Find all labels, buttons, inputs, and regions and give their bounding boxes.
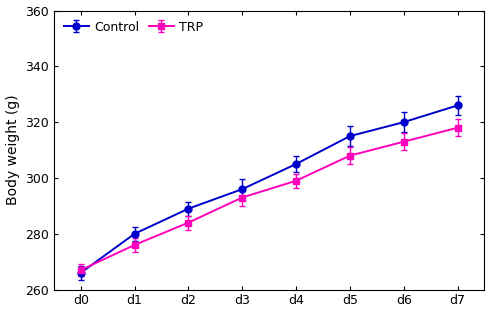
Legend: Control, TRP: Control, TRP bbox=[60, 17, 207, 37]
Y-axis label: Body weight (g): Body weight (g) bbox=[5, 95, 20, 205]
